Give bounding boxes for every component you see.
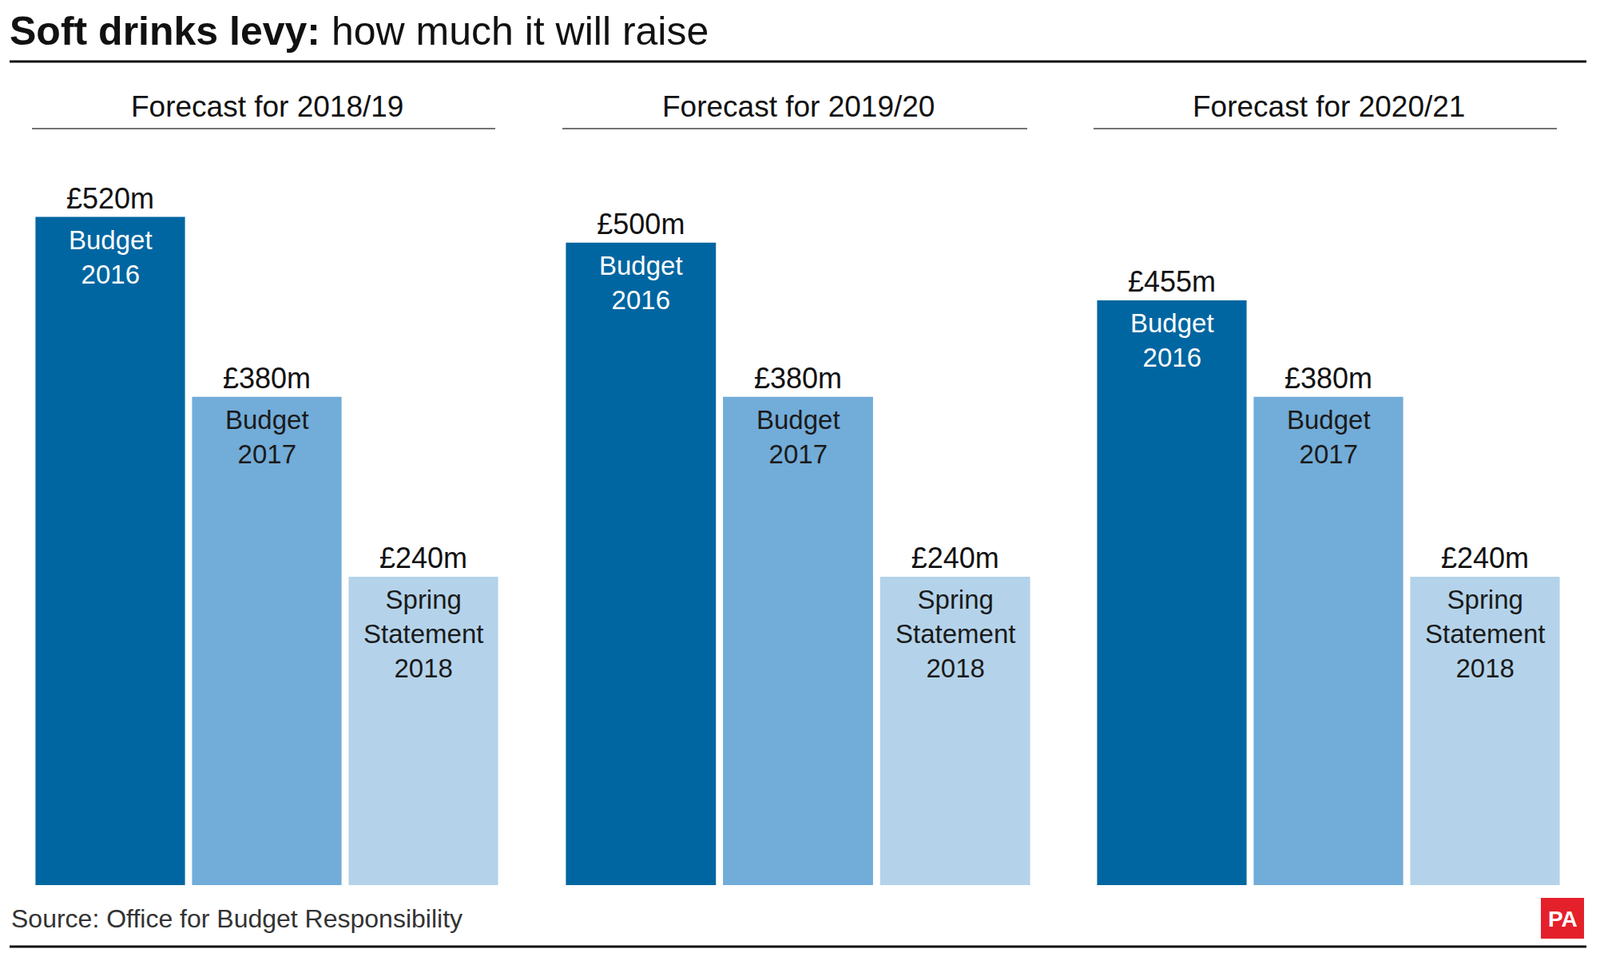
svg-text:Source: Office for Budget Resp: Source: Office for Budget Responsibility [11, 904, 463, 934]
svg-text:Budget2016: Budget2016 [68, 225, 153, 290]
svg-text:Budget2017: Budget2017 [225, 404, 310, 469]
svg-text:Budget2016: Budget2016 [1130, 308, 1215, 373]
svg-text:Budget2016: Budget2016 [599, 250, 683, 315]
svg-text:£520m: £520m [66, 182, 155, 215]
svg-text:Forecast for 2018/19: Forecast for 2018/19 [131, 90, 404, 124]
svg-text:£455m: £455m [1127, 265, 1216, 298]
svg-text:£380m: £380m [1284, 361, 1373, 395]
svg-text:SpringStatement2018: SpringStatement2018 [363, 584, 484, 683]
svg-text:£380m: £380m [222, 361, 311, 395]
svg-text:Forecast for 2020/21: Forecast for 2020/21 [1192, 90, 1466, 124]
svg-text:£240m: £240m [1441, 541, 1529, 575]
svg-text:£380m: £380m [754, 361, 842, 395]
svg-text:Soft drinks levy: how much it: Soft drinks levy: how much it will raise [9, 8, 709, 54]
svg-text:£500m: £500m [596, 207, 685, 241]
svg-text:PA: PA [1548, 906, 1578, 932]
svg-text:Forecast for 2019/20: Forecast for 2019/20 [662, 90, 935, 124]
svg-text:SpringStatement2018: SpringStatement2018 [895, 584, 1016, 683]
svg-text:Budget2017: Budget2017 [1286, 404, 1371, 469]
svg-text:£240m: £240m [911, 541, 1000, 575]
svg-text:£240m: £240m [379, 541, 468, 575]
svg-text:Budget2017: Budget2017 [756, 404, 841, 469]
svg-text:SpringStatement2018: SpringStatement2018 [1425, 584, 1545, 683]
